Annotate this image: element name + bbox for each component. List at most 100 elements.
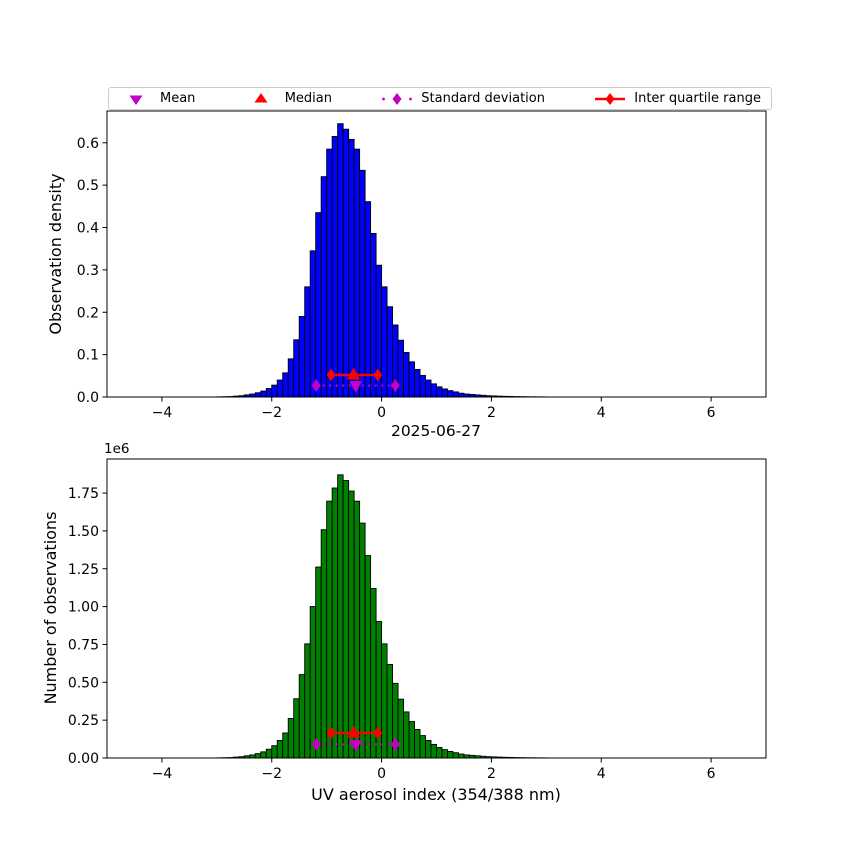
std-low-marker [311, 379, 321, 393]
histogram-bar [425, 739, 432, 759]
histogram-bar [326, 500, 333, 759]
histogram-bar [271, 745, 278, 759]
q1-marker [326, 726, 336, 740]
std-high-marker [390, 379, 400, 393]
x-tick-label: 6 [707, 766, 716, 782]
histogram-bar [386, 306, 394, 398]
histogram-bar [315, 566, 322, 759]
histogram-bar [419, 374, 426, 398]
axes-spines [106, 110, 767, 398]
histogram-bar [353, 148, 361, 398]
legend-label-median: Median [284, 91, 332, 106]
histogram-bar [276, 739, 284, 759]
histogram-bar [337, 123, 344, 398]
x-tick-label: 4 [597, 405, 606, 421]
mean-marker [349, 739, 363, 752]
histogram-bar [419, 735, 426, 759]
axes-spines [106, 458, 767, 759]
q1-marker [326, 368, 336, 382]
histogram-bar [430, 743, 437, 759]
histogram-bar [452, 752, 459, 759]
histogram-bar [320, 529, 328, 759]
histogram-bar [408, 721, 415, 759]
histogram-bar [309, 250, 317, 398]
histogram-bar [276, 379, 284, 398]
x-tick-label: −4 [152, 766, 173, 782]
legend-label-iqr: Inter quartile range [634, 91, 761, 106]
y-tick-label: 1.25 [68, 562, 99, 578]
histogram-bar [403, 352, 410, 398]
legend-label-std: Standard deviation [421, 91, 545, 106]
histogram-bar [271, 384, 278, 398]
histogram-bar [436, 747, 443, 759]
histogram-bar [254, 753, 262, 759]
y-tick-label: 1.00 [68, 600, 99, 616]
legend-label-mean: Mean [160, 91, 196, 106]
mean-marker [349, 381, 363, 394]
mean-marker-icon [129, 95, 143, 105]
legend-item-median: Median [244, 91, 332, 107]
y-tick-label: 0.5 [77, 178, 99, 194]
histogram-bar [458, 392, 465, 398]
histogram-bar [342, 480, 350, 759]
histogram-bar [315, 212, 322, 398]
histogram-bar [331, 487, 339, 759]
histogram-bar [425, 379, 432, 398]
histogram-bar [282, 732, 289, 759]
median-marker [347, 725, 361, 738]
y-tick-label: 0.0 [77, 390, 99, 406]
x-tick-label: 2 [487, 405, 496, 421]
histogram-bar [430, 383, 437, 398]
histogram-bar [320, 176, 328, 398]
histogram-bar [381, 643, 388, 759]
y-tick-label: 0.50 [68, 675, 99, 691]
histogram-bar [441, 749, 448, 759]
std-low-marker [311, 737, 321, 751]
histogram-bar [287, 718, 295, 759]
histogram-bar [364, 201, 372, 398]
y-tick-label: 1.75 [68, 486, 99, 502]
median-marker-icon [254, 92, 268, 102]
histogram-bar [342, 128, 350, 398]
histogram-bar [436, 386, 443, 398]
histogram-bar [309, 606, 317, 759]
x-tick-label: 0 [377, 766, 386, 782]
x-tick-label: 6 [707, 405, 716, 421]
histogram-bar [348, 490, 355, 759]
y-tick-label: 1.50 [68, 524, 99, 540]
iqr-marker-icon [595, 92, 626, 105]
y-tick-label: 0.4 [77, 221, 99, 237]
y-tick-label: 0.25 [68, 713, 99, 729]
histogram-bar [397, 698, 404, 759]
q3-marker [373, 368, 383, 382]
histogram-bar [353, 500, 361, 759]
histogram-bar [260, 390, 267, 398]
histogram-bar [254, 392, 262, 398]
histogram-bar [381, 286, 388, 398]
histogram-bar [452, 391, 459, 398]
histogram-bar [265, 388, 273, 398]
histogram-bar [265, 748, 273, 759]
std-high-marker [390, 737, 400, 751]
legend-item-mean: Mean [119, 91, 195, 107]
histogram-bar [359, 522, 366, 759]
histogram-bar [403, 711, 410, 759]
top-histogram: −4 −2 0 2 4 6 0.0 0.1 0.2 0.3 0.4 0.5 0.6 [77, 110, 767, 421]
histogram-bar [287, 358, 295, 398]
x-axis-label: UV aerosol index (354/388 nm) [311, 785, 561, 804]
histogram-bar [458, 753, 465, 759]
y-tick-label: 0.2 [77, 305, 99, 321]
histogram-bar [447, 390, 454, 398]
x-tick-label: 0 [377, 405, 386, 421]
y-axis-offset-label: 1e6 [104, 441, 130, 457]
x-tick-label: 2 [487, 766, 496, 782]
bottom-histogram: −4 −2 0 2 4 6 0.00 0.25 0.50 0.75 1.00 1.25 1.50 1.75 [68, 458, 767, 782]
histogram-bar [304, 286, 311, 398]
legend: Mean Median Standard deviation Inter qua… [108, 87, 772, 110]
histogram-bar [414, 729, 421, 759]
y-tick-label: 0.1 [77, 348, 99, 364]
histogram-bar [326, 148, 333, 398]
x-tick-label: 4 [597, 766, 606, 782]
histogram-bar [348, 138, 355, 398]
